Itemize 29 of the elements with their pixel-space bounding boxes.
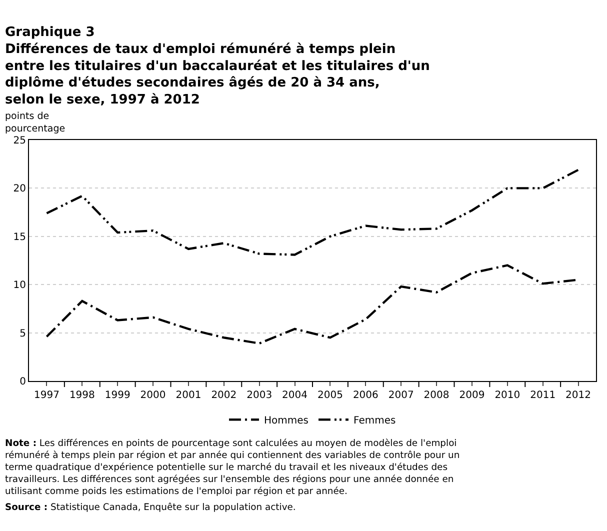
- chart-title: Graphique 3 Différences de taux d'emploi rémunéré à temps plein entre les titulaires d'un baccalauréat et les titulaires d'un diplôme d'études secondaires âgés de 20 à 34 ans, selon le sexe, 1997 à 2012: [5, 25, 430, 108]
- x-tick-label: 2003: [246, 390, 272, 401]
- x-tick-label: 2004: [282, 390, 308, 401]
- x-tick-label: 2012: [566, 390, 592, 401]
- x-tick-label: 2011: [530, 390, 556, 401]
- x-tick-label: 2005: [317, 390, 343, 401]
- y-tick-label: 25: [13, 136, 26, 146]
- text: Note : Les différences en points de pourcentage sont calculées au moyen de modèles de l'emploi rémunéré à temps plein par région et par année qui contiennent des variables de contrôle pour un terme quadratique d'expérience potentielle sur le marché du travail et les niveaux d'études des travailleurs. Les différences sont agrégées sur l'ensemble des régions pour une année donnée en utilisant comme poids les estimations de l'emploi par région et par année.: [5, 438, 460, 497]
- y-axis-title: points de pourcentage: [5, 111, 66, 134]
- line-series: [46, 168, 580, 256]
- y-tick-label: 10: [13, 280, 26, 292]
- y-tick-label: 0: [20, 376, 26, 388]
- x-tick-label: 2001: [176, 390, 202, 401]
- x-tick-label: 1997: [34, 390, 60, 401]
- x-tick-label: 2000: [140, 390, 166, 401]
- x-tick-label: 2008: [424, 390, 450, 401]
- y-tick-label: 20: [13, 184, 26, 195]
- legend-label: Hommes: [264, 416, 308, 426]
- x-tick-label: 2009: [459, 390, 485, 401]
- y-tick-label: 5: [20, 328, 26, 340]
- source-note: Source : Statistique Canada, Enquête sur la population active.: [5, 502, 296, 513]
- legend-label: Femmes: [353, 416, 396, 426]
- x-tick-label: 2010: [494, 390, 520, 401]
- x-tick-label: 2002: [211, 390, 237, 401]
- x-tick-label: 2007: [388, 390, 414, 401]
- x-tick-label: 1999: [104, 390, 130, 401]
- x-tick-label: 1998: [69, 390, 95, 401]
- y-tick-label: 15: [13, 232, 26, 243]
- x-tick-label: 2006: [352, 390, 378, 401]
